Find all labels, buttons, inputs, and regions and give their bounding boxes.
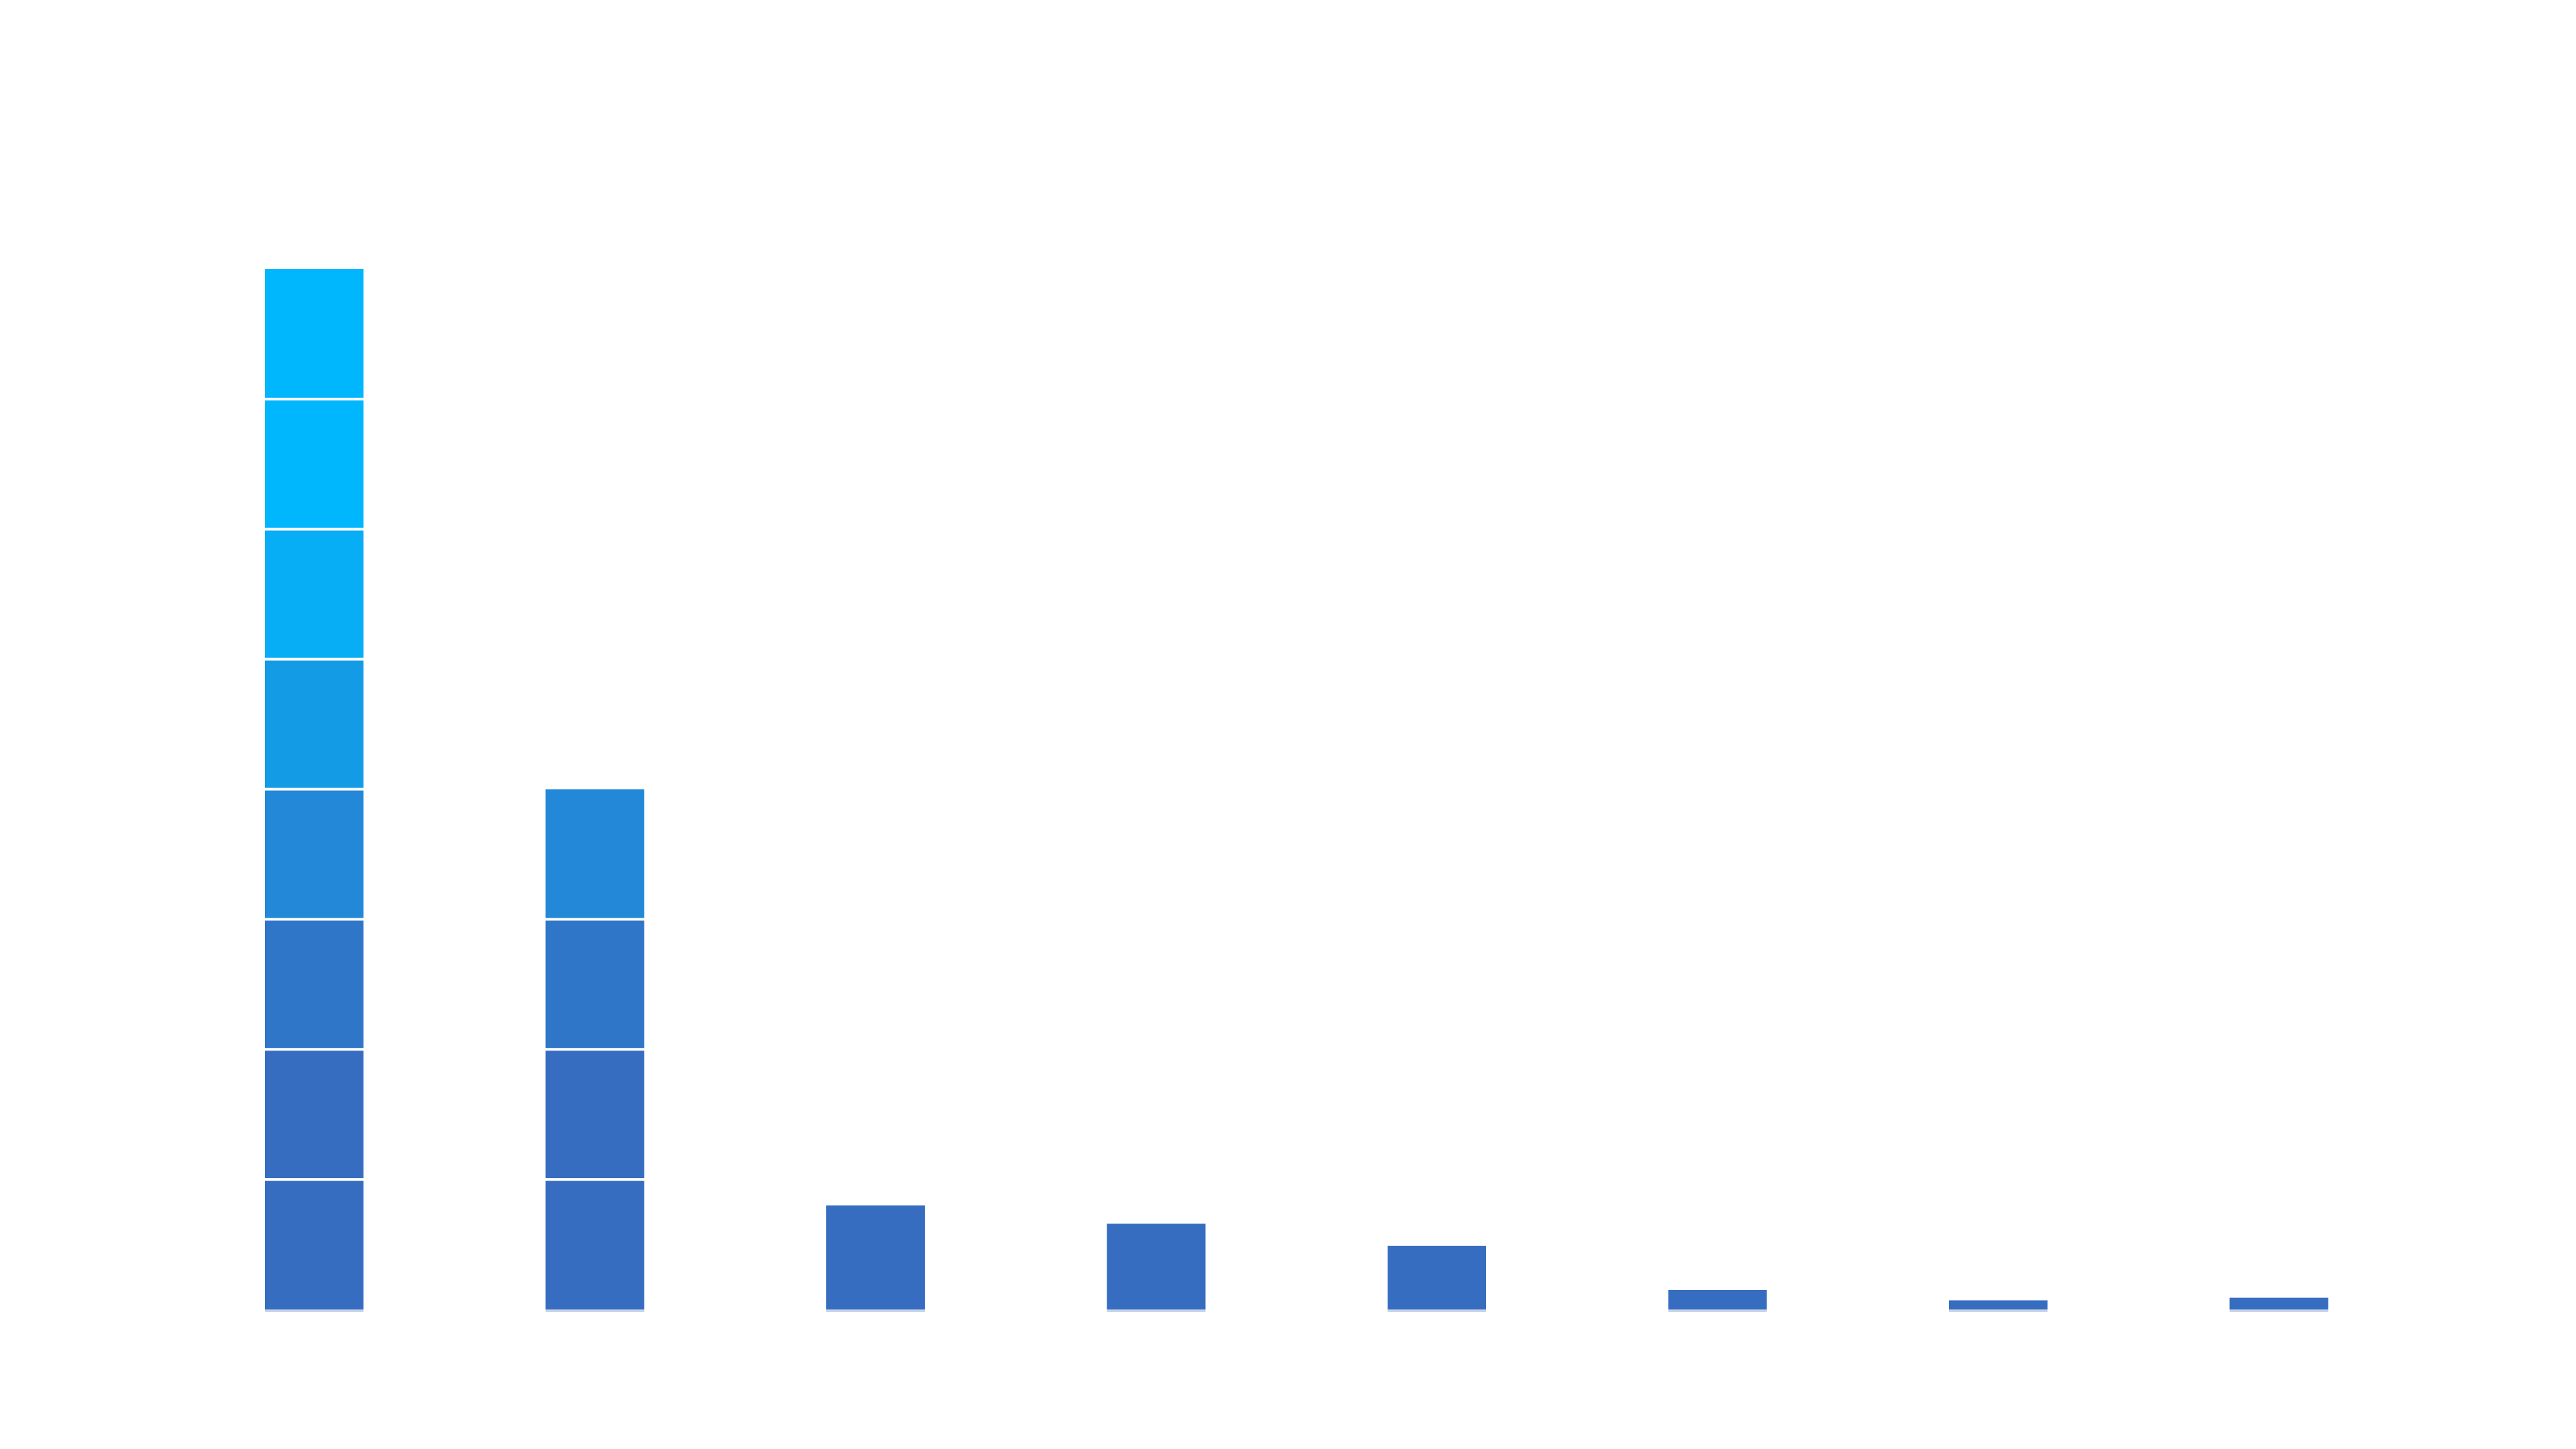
bar-segment <box>265 789 363 920</box>
bar-baseline <box>265 1309 363 1312</box>
bar-segment <box>1388 1246 1486 1309</box>
bar-baseline <box>1107 1309 1206 1312</box>
bar-segment <box>265 919 363 1050</box>
bar-baseline <box>1668 1309 1767 1312</box>
bar-segment <box>1107 1224 1206 1309</box>
bar-segment <box>2229 1297 2329 1309</box>
bar-segment <box>545 789 645 920</box>
bar-segment <box>265 1049 363 1180</box>
bar-segment <box>265 398 363 529</box>
bar-segment <box>265 269 363 399</box>
bar-baseline <box>826 1309 925 1312</box>
bar-baseline <box>1388 1309 1486 1312</box>
bar-segment <box>545 1179 645 1309</box>
bar-segment <box>545 919 645 1050</box>
bar-segment <box>265 529 363 659</box>
bar-baseline <box>1949 1309 2048 1312</box>
bar-group <box>265 269 2329 1312</box>
bar-segment <box>1949 1300 2048 1309</box>
bar-baseline <box>2229 1309 2329 1312</box>
bar-segment <box>545 1049 645 1180</box>
bar-baseline <box>545 1309 645 1312</box>
bar-segment <box>826 1205 925 1309</box>
bar-segment <box>265 1179 363 1309</box>
bar-segment <box>1668 1289 1767 1309</box>
bar-segment <box>265 659 363 790</box>
